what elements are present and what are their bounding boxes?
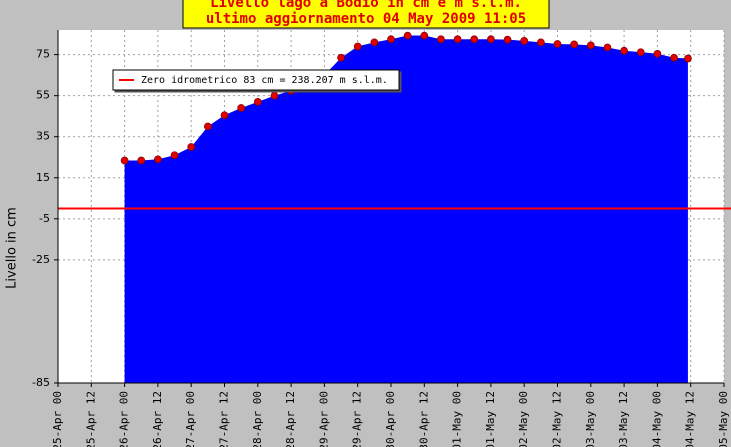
x-tick-label: 04-May 12 (684, 391, 697, 447)
x-tick-label: 29-Apr 12 (351, 391, 364, 447)
x-tick-label: 02-May 12 (551, 391, 564, 447)
point (437, 35, 445, 44)
title-box (182, 0, 550, 29)
y-tick-label: 15 (36, 171, 50, 184)
y-tick-label: -25 (32, 253, 50, 266)
legend-label: Zero idrometrico 83 cm = 238.207 m s.l.m… (141, 75, 388, 86)
point (487, 35, 495, 44)
point (187, 143, 196, 151)
x-tick-label: 02-May 00 (517, 391, 530, 447)
point (470, 35, 479, 44)
chart-title: Livello lago a Bodio in cm e m s.l.m. (210, 0, 522, 11)
legend-box (112, 69, 400, 91)
x-tick-label: 30-Apr 00 (384, 391, 397, 447)
point (536, 38, 545, 47)
x-tick-label: 30-Apr 12 (417, 391, 430, 447)
y-tick-label: 55 (36, 89, 50, 102)
point (204, 122, 212, 131)
y-tick-label: -5 (39, 212, 50, 225)
y-axis-label: Livello in cm (5, 207, 20, 289)
point (453, 35, 462, 44)
point (403, 31, 412, 40)
x-tick-label: 26-Apr 00 (118, 391, 131, 447)
point (353, 42, 362, 51)
x-tick-label: 25-Apr 12 (84, 391, 97, 447)
x-tick-label: 01-May 12 (484, 391, 497, 447)
point (670, 53, 678, 62)
y-tick-label: -85 (32, 376, 50, 389)
x-tick-label: 28-Apr 12 (284, 391, 297, 447)
point (387, 35, 395, 44)
point (137, 156, 146, 165)
x-tick-label: 25-Apr 00 (51, 391, 64, 447)
x-tick-label: 05-May 00 (717, 391, 730, 447)
point (220, 111, 229, 120)
point (420, 31, 429, 40)
point (237, 104, 245, 112)
point (370, 38, 379, 47)
point (337, 53, 345, 62)
point (684, 54, 692, 63)
point (503, 35, 512, 44)
point (570, 40, 579, 49)
point (603, 43, 612, 52)
y-tick-label: 75 (36, 48, 50, 61)
point (553, 40, 562, 48)
point (253, 97, 262, 106)
chart-subtitle: ultimo aggiornamento 04 May 2009 11:05 (206, 11, 526, 27)
point (154, 155, 162, 164)
point (620, 46, 628, 55)
x-tick-label: 27-Apr 00 (184, 391, 197, 447)
x-tick-label: 28-Apr 00 (251, 391, 264, 447)
point (653, 49, 662, 58)
point (170, 151, 179, 160)
x-tick-label: 26-Apr 12 (151, 391, 164, 447)
x-tick-label: 03-May 00 (584, 391, 597, 447)
x-tick-label: 04-May 00 (650, 391, 663, 447)
point (636, 48, 645, 57)
point (120, 156, 129, 165)
point (520, 37, 529, 45)
y-tick-label: 35 (36, 130, 50, 143)
x-tick-label: 29-Apr 00 (317, 391, 330, 447)
point (586, 41, 595, 50)
point (270, 91, 279, 100)
x-tick-label: 03-May 12 (617, 391, 630, 447)
x-tick-label: 27-Apr 12 (218, 391, 231, 447)
marks (58, 31, 731, 383)
x-tick-label: 01-May 00 (451, 391, 464, 447)
